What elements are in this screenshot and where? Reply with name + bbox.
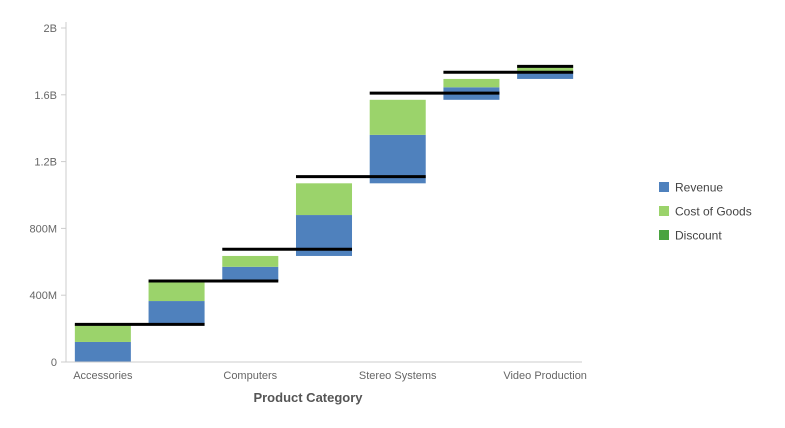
x-tick-label: Accessories (73, 370, 133, 382)
legend-swatch (659, 182, 669, 192)
bar-cost-of-goods[interactable] (148, 281, 205, 302)
bar-cost-of-goods[interactable] (517, 65, 574, 72)
legend-item-label[interactable]: Cost of Goods (675, 205, 752, 219)
bar-revenue[interactable] (517, 71, 574, 79)
x-axis-title: Product Category (253, 390, 363, 405)
legend[interactable]: Revenue Cost of Goods Discount (659, 181, 752, 243)
x-axis: Accessories Computers Stereo Systems Video … (66, 361, 587, 382)
bar-cost-of-goods[interactable] (369, 99, 426, 135)
y-tick-label: 400M (29, 290, 57, 302)
x-tick-label: Stereo Systems (359, 370, 437, 382)
bar-revenue[interactable] (74, 341, 131, 362)
bar-revenue[interactable] (222, 266, 279, 282)
y-tick-label: 800M (29, 223, 57, 235)
y-tick-label: 2B (44, 23, 57, 35)
y-tick-label: 0 (51, 357, 57, 369)
legend-item-label[interactable]: Discount (675, 229, 722, 243)
legend-swatch (659, 230, 669, 240)
x-tick-label: Computers (223, 370, 277, 382)
y-tick-label: 1.2B (34, 157, 57, 169)
bar-revenue[interactable] (148, 301, 205, 325)
bar-cost-of-goods[interactable] (74, 324, 131, 342)
x-tick-label: Video Production (503, 370, 587, 382)
legend-swatch (659, 206, 669, 216)
bar-cost-of-goods[interactable] (443, 78, 500, 88)
legend-item-label[interactable]: Revenue (675, 181, 723, 195)
total-lines (74, 64, 574, 326)
bar-cost-of-goods[interactable] (295, 183, 353, 216)
bar-cost-of-goods[interactable] (222, 255, 279, 267)
y-tick-label: 1.6B (34, 90, 57, 102)
bars (74, 65, 574, 362)
y-axis: 0 400M 800M 1.2B 1.6B 2B (29, 22, 67, 369)
